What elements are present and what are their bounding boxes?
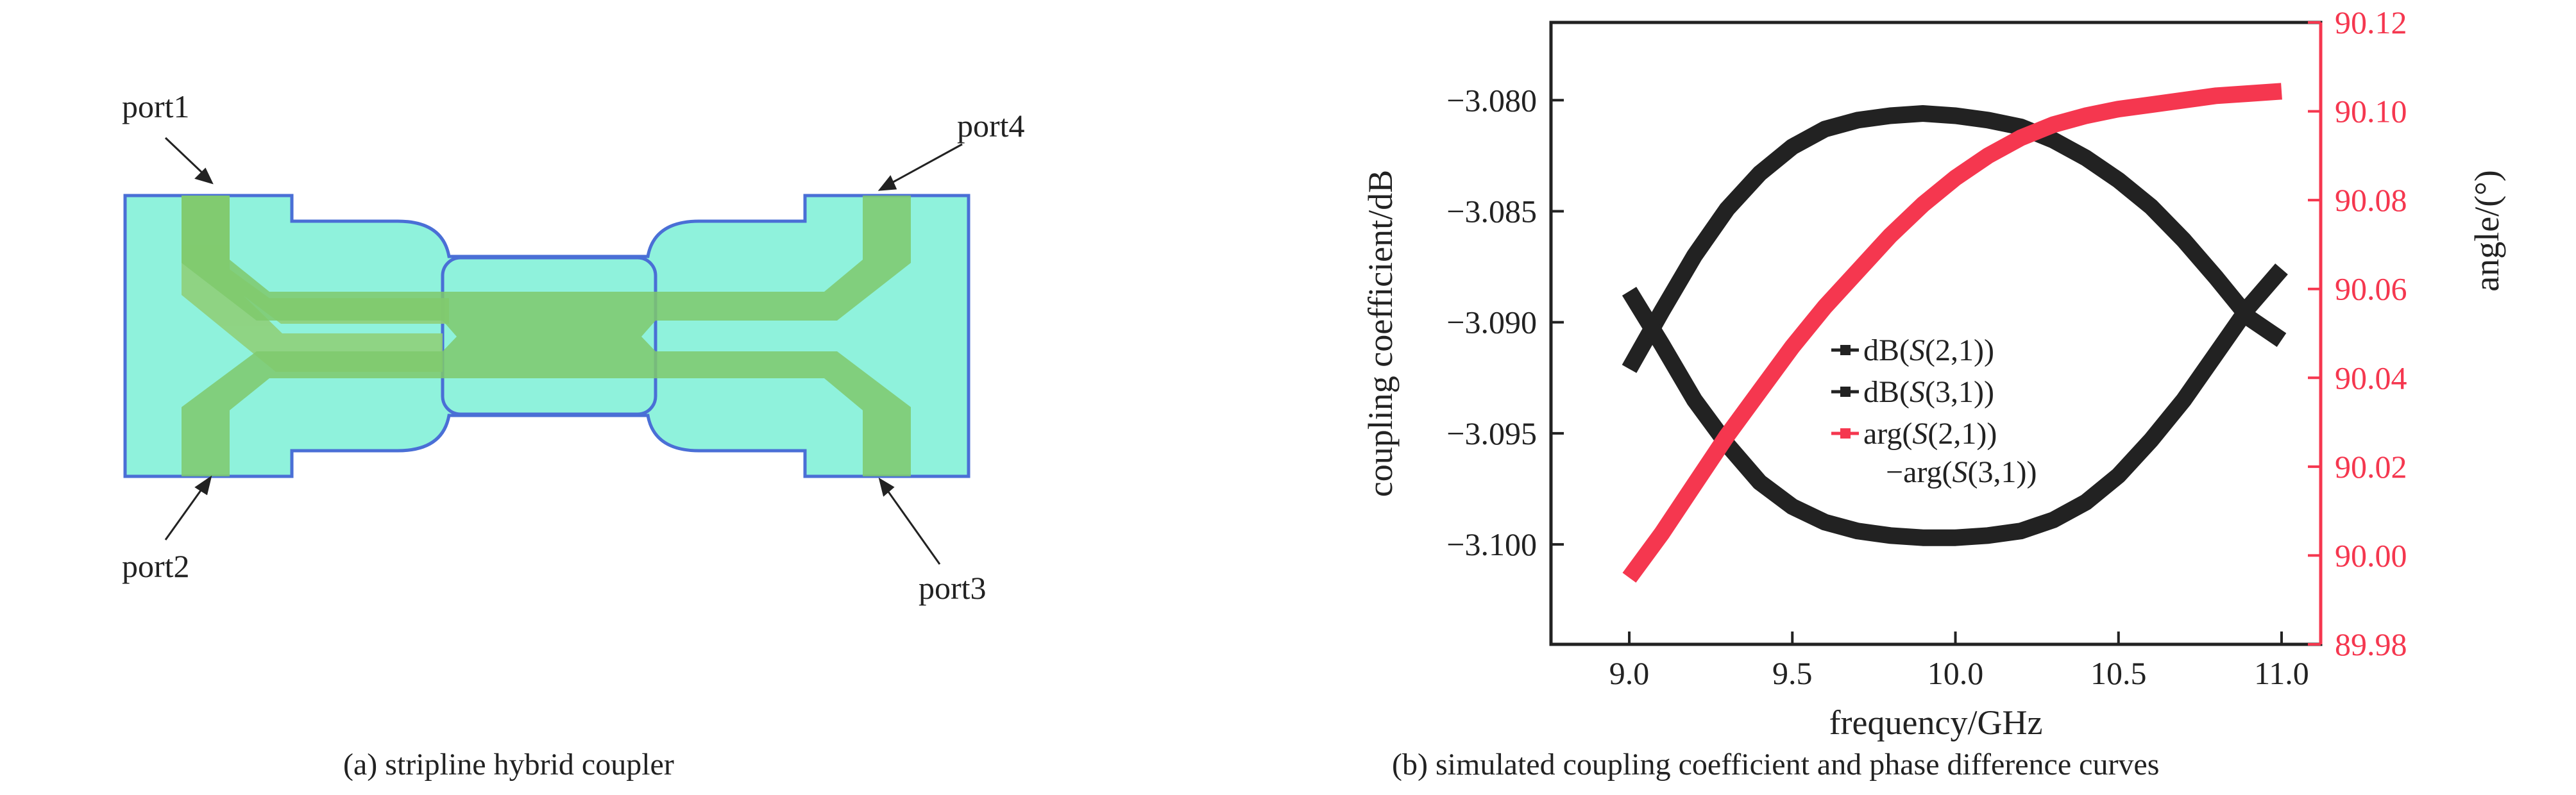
y-axis-right-title: angle/(°) (2468, 170, 2506, 292)
y-right-tick-label: 90.12 (2335, 4, 2407, 40)
series-line-2 (1622, 263, 2288, 546)
y-axis-right: 89.98 90.00 90.02 90.04 90.06 90.08 90.10 90.12 (2308, 4, 2407, 662)
svg-text:dB(S(3,1)): dB(S(3,1)) (1863, 375, 1994, 409)
legend-item-s21: dB(S(2,1)) (1831, 333, 1994, 367)
legend-phase-prefix2: −arg( (1886, 455, 1952, 489)
port3-label: port3 (919, 570, 987, 606)
legend-phase-suffix: (2,1)) (1928, 417, 1997, 451)
legend-s21-suffix: (2,1)) (1925, 333, 1994, 367)
series-layer (1622, 83, 2288, 583)
y-right-tick-label: 90.08 (2335, 182, 2407, 218)
x-tick-label: 10.0 (1928, 655, 1984, 691)
caption-b: (b) simulated coupling coefficient and p… (1392, 748, 2160, 782)
x-tick-label: 9.5 (1772, 655, 1813, 691)
port4-label: port4 (957, 108, 1025, 144)
legend-s21-s: S (1910, 333, 1925, 367)
y-left-tick-label: −3.080 (1446, 82, 1537, 118)
legend-s31-s: S (1910, 375, 1925, 409)
port1-label: port1 (122, 88, 190, 124)
y-left-tick-label: −3.085 (1446, 193, 1537, 229)
legend-phase-prefix: arg( (1863, 417, 1912, 451)
legend-phase-s: S (1912, 417, 1928, 451)
legend-s21-prefix: dB( (1863, 333, 1910, 367)
legend-phase-suffix2: (3,1)) (1967, 455, 2037, 489)
port-arrows (164, 137, 963, 565)
series-line-3 (1622, 83, 2282, 583)
y-left-tick-label: −3.095 (1446, 415, 1537, 451)
legend-s31-prefix: dB( (1863, 375, 1910, 409)
coupler-diagram: port1 port2 port3 port4 (122, 88, 1025, 606)
y-right-tick-label: 90.10 (2335, 94, 2407, 130)
legend-item-phase: arg(S(2,1)) −arg(S(3,1)) (1831, 417, 2037, 489)
y-right-tick-label: 90.04 (2335, 360, 2407, 396)
x-axis-title: frequency/GHz (1829, 703, 2043, 742)
port2-label: port2 (122, 548, 190, 584)
legend: dB(S(2,1)) dB(S(3,1)) arg(S(2,1)) −arg(S… (1831, 333, 2037, 489)
y-left-tick-label: −3.100 (1446, 526, 1537, 562)
legend-phase-s2: S (1952, 455, 1967, 489)
svg-text:−arg(S(3,1)): −arg(S(3,1)) (1886, 455, 2037, 489)
legend-item-s31: dB(S(3,1)) (1831, 375, 1994, 409)
caption-a: (a) stripline hybrid coupler (343, 748, 674, 782)
y-right-tick-label: 90.00 (2335, 537, 2407, 573)
x-tick-label: 10.5 (2090, 655, 2147, 691)
y-left-tick-label: −3.090 (1446, 305, 1537, 340)
svg-text:arg(S(2,1)): arg(S(2,1)) (1863, 417, 1997, 451)
y-axis-left: −3.080 −3.085 −3.090 −3.095 −3.100 (1446, 82, 1564, 562)
coupler-conductor-left-shapes (182, 196, 443, 476)
coupler-conductor-right-shapes (656, 196, 911, 476)
coupler-center-strips (443, 292, 656, 378)
coupling-phase-chart: 9.0 9.5 10.0 10.5 11.0 −3.080−3.085−3.090−3.… (1361, 4, 2506, 742)
x-axis: 9.0 9.5 10.0 10.5 11.0 (1609, 632, 2309, 691)
x-tick-label: 11.0 (2254, 655, 2309, 691)
series-line-1 (1622, 105, 2287, 373)
x-tick-label: 9.0 (1609, 655, 1650, 691)
legend-s31-suffix: (3,1)) (1925, 375, 1994, 409)
y-right-tick-label: 89.98 (2335, 626, 2407, 662)
y-axis-left-title: coupling coefficient/dB (1361, 170, 1400, 497)
svg-text:dB(S(2,1)): dB(S(2,1)) (1863, 333, 1994, 367)
y-right-tick-label: 90.02 (2335, 449, 2407, 485)
y-right-tick-label: 90.06 (2335, 271, 2407, 307)
